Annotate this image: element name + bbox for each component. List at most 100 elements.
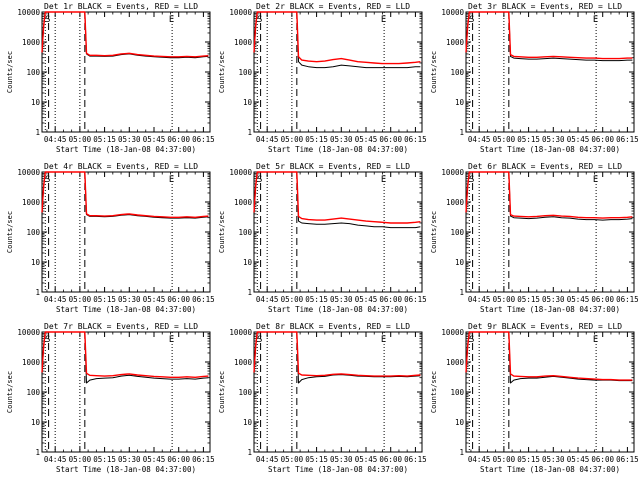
y-axis-label: Counts/sec — [218, 371, 226, 413]
chart-title: Det 8r BLACK = Events, RED = LLD — [256, 322, 410, 331]
corner-label: E — [169, 15, 174, 25]
y-tick-label: 100 — [238, 228, 252, 237]
x-tick-label: 06:15 — [192, 455, 215, 464]
x-axis-label: Start Time (18-Jan-08 04:37:00) — [56, 465, 196, 474]
x-tick-label: 04:45 — [44, 295, 67, 304]
corner-label: E — [593, 335, 598, 345]
x-tick-label: 05:00 — [281, 455, 304, 464]
series-line — [41, 331, 209, 384]
x-tick-label: 05:45 — [567, 295, 590, 304]
detector-panel: Det 7r BLACK = Events, RED = LLD Counts/s… — [6, 322, 215, 474]
x-tick-label: 06:00 — [379, 295, 402, 304]
x-tick-label: 06:15 — [404, 135, 427, 144]
corner-label: S — [45, 175, 50, 185]
y-tick-label: 100 — [450, 68, 464, 77]
x-axis-label: Start Time (18-Jan-08 04:37:00) — [56, 145, 196, 154]
detector-panel: Det 5r BLACK = Events, RED = LLD Counts/s… — [218, 162, 427, 314]
y-tick-label: 1000 — [22, 358, 41, 367]
x-tick-label: 05:15 — [93, 455, 116, 464]
detector-panel: Det 4r BLACK = Events, RED = LLD Counts/s… — [6, 162, 215, 314]
chart-title: Det 5r BLACK = Events, RED = LLD — [256, 162, 410, 171]
y-tick-label: 100 — [26, 68, 40, 77]
x-tick-label: 06:00 — [167, 135, 190, 144]
y-tick-label: 1000 — [446, 198, 465, 207]
y-tick-label: 1 — [35, 288, 40, 297]
corner-label: E — [169, 175, 174, 185]
x-tick-label: 05:45 — [143, 135, 166, 144]
detector-panel: Det 6r BLACK = Events, RED = LLD Counts/s… — [430, 162, 639, 314]
x-tick-label: 05:00 — [493, 135, 516, 144]
x-tick-label: 05:00 — [69, 295, 92, 304]
plot-frame — [253, 11, 423, 133]
chart-title: Det 6r BLACK = Events, RED = LLD — [468, 162, 622, 171]
x-tick-label: 05:45 — [143, 455, 166, 464]
y-tick-label: 1000 — [234, 358, 253, 367]
x-tick-label: 04:45 — [256, 135, 279, 144]
x-tick-label: 05:15 — [305, 455, 328, 464]
y-axis-label: Counts/sec — [218, 211, 226, 253]
x-tick-label: 05:45 — [355, 455, 378, 464]
y-tick-label: 10000 — [229, 168, 252, 177]
x-tick-label: 06:00 — [591, 135, 614, 144]
y-tick-label: 1000 — [22, 38, 41, 47]
series-line — [41, 171, 209, 219]
x-tick-label: 06:00 — [167, 295, 190, 304]
plot-frame — [465, 331, 635, 453]
y-tick-label: 1 — [35, 128, 40, 137]
x-tick-label: 06:15 — [616, 135, 639, 144]
series-line — [465, 331, 633, 381]
x-tick-label: 04:45 — [468, 455, 491, 464]
chart-title: Det 9r BLACK = Events, RED = LLD — [468, 322, 622, 331]
x-axis-label: Start Time (18-Jan-08 04:37:00) — [480, 145, 620, 154]
x-axis-label: Start Time (18-Jan-08 04:37:00) — [56, 305, 196, 314]
plot-frame — [465, 11, 635, 133]
y-tick-label: 100 — [450, 228, 464, 237]
series-line — [253, 331, 421, 377]
corner-label: E — [381, 335, 386, 345]
series-line — [465, 11, 633, 60]
x-tick-label: 04:45 — [256, 455, 279, 464]
y-tick-label: 1 — [247, 448, 252, 457]
detector-panel: Det 9r BLACK = Events, RED = LLD Counts/s… — [430, 322, 639, 474]
series-line — [465, 171, 633, 221]
x-axis-label: Start Time (18-Jan-08 04:37:00) — [480, 465, 620, 474]
y-axis-label: Counts/sec — [6, 211, 14, 253]
y-axis-label: Counts/sec — [430, 371, 438, 413]
x-tick-label: 04:45 — [468, 135, 491, 144]
series-line — [465, 171, 633, 219]
y-tick-label: 100 — [26, 228, 40, 237]
x-tick-label: 06:00 — [379, 455, 402, 464]
detector-panel: Det 3r BLACK = Events, RED = LLD Counts/s… — [430, 2, 639, 154]
x-tick-label: 05:45 — [355, 295, 378, 304]
x-tick-label: 05:30 — [542, 295, 565, 304]
series-line — [41, 11, 209, 59]
x-tick-label: 05:00 — [281, 135, 304, 144]
y-tick-label: 10000 — [229, 8, 252, 17]
x-axis-label: Start Time (18-Jan-08 04:37:00) — [268, 305, 408, 314]
y-tick-label: 1000 — [446, 38, 465, 47]
chart-title: Det 4r BLACK = Events, RED = LLD — [44, 162, 198, 171]
x-tick-label: 04:45 — [468, 295, 491, 304]
y-tick-label: 10000 — [441, 8, 464, 17]
y-tick-label: 10 — [31, 258, 41, 267]
x-tick-label: 05:30 — [542, 135, 565, 144]
chart-title: Det 2r BLACK = Events, RED = LLD — [256, 2, 410, 11]
corner-label: E — [593, 15, 598, 25]
x-axis-label: Start Time (18-Jan-08 04:37:00) — [480, 305, 620, 314]
corner-label: E — [381, 15, 386, 25]
y-tick-label: 10 — [243, 418, 253, 427]
x-tick-label: 05:15 — [93, 295, 116, 304]
series-line — [41, 171, 209, 219]
x-tick-label: 05:30 — [330, 455, 353, 464]
corner-label: E — [169, 335, 174, 345]
y-tick-label: 10 — [31, 418, 41, 427]
y-tick-label: 10 — [455, 258, 465, 267]
y-tick-label: 1000 — [446, 358, 465, 367]
x-axis-label: Start Time (18-Jan-08 04:37:00) — [268, 145, 408, 154]
y-axis-label: Counts/sec — [6, 51, 14, 93]
x-tick-label: 06:00 — [591, 295, 614, 304]
y-tick-label: 1 — [247, 128, 252, 137]
plot-frame — [253, 331, 423, 453]
y-tick-label: 1 — [247, 288, 252, 297]
